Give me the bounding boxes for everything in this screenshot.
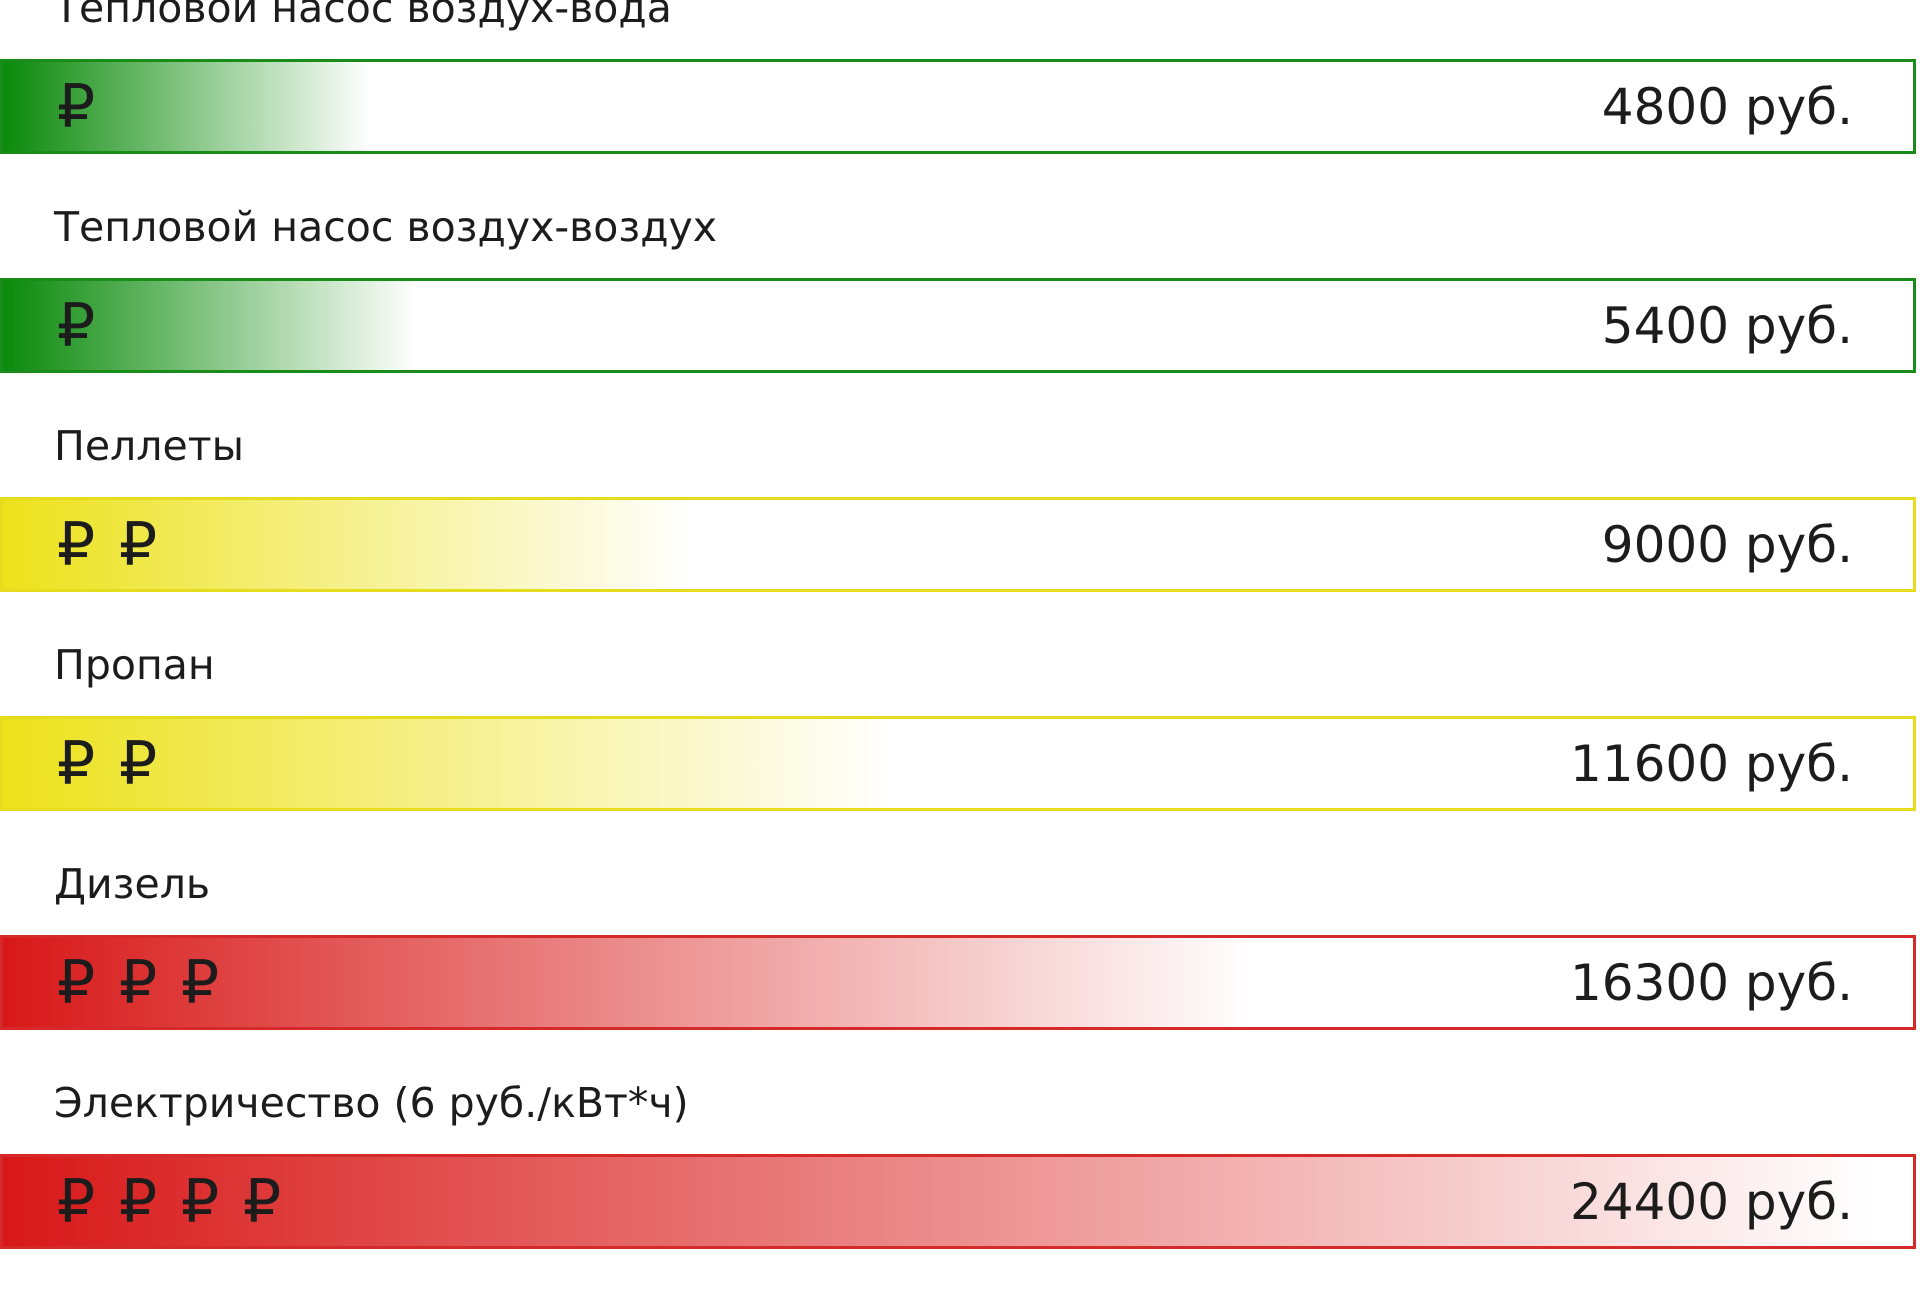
ruble-sign-icon: ₽ (119, 728, 158, 799)
ruble-icons: ₽ (57, 281, 119, 370)
ruble-sign-icon: ₽ (119, 1166, 158, 1237)
bar-fill (3, 500, 693, 589)
ruble-sign-icon: ₽ (57, 947, 96, 1018)
bar-row: Пеллеты ₽ ₽9000 руб. (0, 422, 1920, 657)
bar-fill (3, 62, 371, 151)
ruble-sign-icon: ₽ (57, 1166, 96, 1237)
bar-row: Тепловой насос воздух-воздух ₽5400 руб. (0, 203, 1920, 438)
bar-row: Электричество (6 руб./кВт*ч) ₽ ₽ ₽ ₽24400 ру… (0, 1079, 1920, 1314)
category-label: Пеллеты (54, 422, 244, 470)
ruble-icons: ₽ ₽ (57, 500, 181, 589)
ruble-sign-icon: ₽ (57, 71, 96, 142)
category-label: Дизель (54, 860, 211, 908)
ruble-sign-icon: ₽ (57, 728, 96, 799)
value-label: 5400 руб. (1601, 296, 1853, 355)
bar-frame: ₽5400 руб. (0, 278, 1916, 373)
category-label: Тепловой насос воздух-вода (54, 0, 672, 32)
ruble-sign-icon: ₽ (57, 509, 96, 580)
ruble-sign-icon: ₽ (57, 290, 96, 361)
bar-row: Тепловой насос воздух-вода ₽4800 руб. (0, 0, 1920, 219)
bar-frame: ₽ ₽9000 руб. (0, 497, 1916, 592)
category-label: Пропан (54, 641, 215, 689)
category-label: Электричество (6 руб./кВт*ч) (54, 1079, 689, 1127)
ruble-sign-icon: ₽ (119, 509, 158, 580)
bar-frame: ₽4800 руб. (0, 59, 1916, 154)
ruble-sign-icon: ₽ (181, 1166, 220, 1237)
value-label: 24400 руб. (1569, 1172, 1853, 1231)
bar-frame: ₽ ₽11600 руб. (0, 716, 1916, 811)
bar-frame: ₽ ₽ ₽ ₽24400 руб. (0, 1154, 1916, 1249)
ruble-sign-icon: ₽ (119, 947, 158, 1018)
ruble-sign-icon: ₽ (181, 947, 220, 1018)
bar-fill (3, 281, 417, 370)
ruble-icons: ₽ ₽ ₽ (57, 938, 243, 1027)
category-label: Тепловой насос воздух-воздух (54, 203, 718, 251)
bar-fill (3, 938, 1252, 1027)
heating-cost-chart: Тепловой насос воздух-вода ₽4800 руб. Тепл… (0, 0, 1920, 1249)
ruble-icons: ₽ (57, 62, 119, 151)
bar-fill (3, 719, 892, 808)
bar-row: Дизель ₽ ₽ ₽16300 руб. (0, 860, 1920, 1095)
bar-row: Пропан ₽ ₽11600 руб. (0, 641, 1920, 876)
ruble-icons: ₽ ₽ (57, 719, 181, 808)
bar-fill (3, 1157, 1873, 1246)
value-label: 4800 руб. (1601, 77, 1853, 136)
ruble-icons: ₽ ₽ ₽ ₽ (57, 1157, 305, 1246)
bar-frame: ₽ ₽ ₽16300 руб. (0, 935, 1916, 1030)
value-label: 16300 руб. (1569, 953, 1853, 1012)
value-label: 11600 руб. (1569, 734, 1853, 793)
value-label: 9000 руб. (1601, 515, 1853, 574)
ruble-sign-icon: ₽ (243, 1166, 282, 1237)
